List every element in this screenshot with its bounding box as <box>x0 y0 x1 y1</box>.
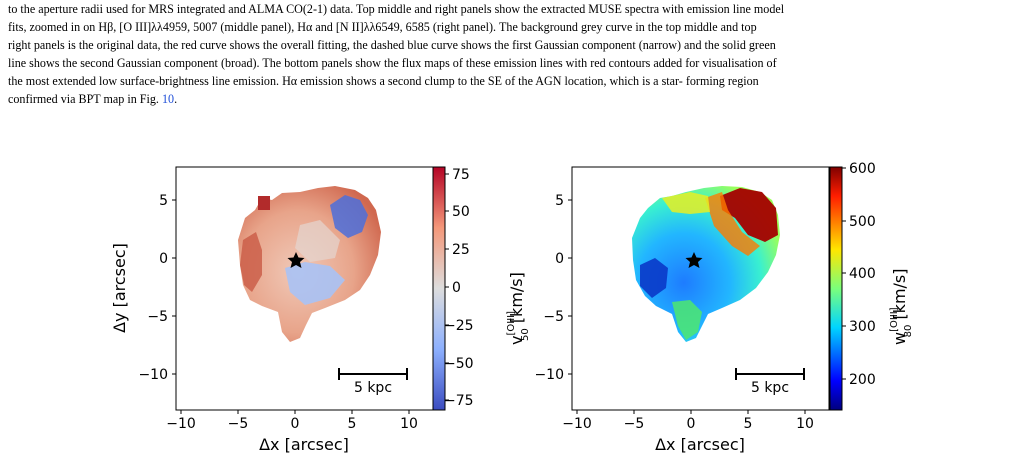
v50-cbar-tick: 75 <box>452 167 470 183</box>
caption-line-1: to the aperture radii used for MRS integ… <box>8 2 785 16</box>
w80-core-low <box>640 258 668 298</box>
v50-cbar-tick: −50 <box>444 356 474 372</box>
w80-scalebar-label: 5 kpc <box>751 380 789 396</box>
v50-blueshift-s <box>285 262 345 305</box>
v50-xtick: 10 <box>400 416 418 432</box>
w80-xlabel: Δx [arcsec] <box>655 435 745 454</box>
v50-xtick: 0 <box>291 416 300 432</box>
v50-cbar-sup: [OIII] <box>506 311 517 336</box>
w80-cbar-main: w <box>890 332 909 345</box>
w80-cbar-tick: 300 <box>849 319 876 335</box>
v50-redshift-blob <box>240 232 262 292</box>
caption-line-4: line shows the second Gaussian component… <box>8 56 777 70</box>
v50-xtick: 5 <box>348 416 357 432</box>
figure-caption: to the aperture radii used for MRS integ… <box>8 0 1020 108</box>
w80-broad-ne-halo <box>705 192 760 256</box>
w80-agn-star-icon <box>685 252 703 268</box>
v50-xlabel: Δx [arcsec] <box>259 435 349 454</box>
w80-xtick: −10 <box>562 416 592 432</box>
w80-cbar-tick: 600 <box>849 161 876 177</box>
w80-ytick: 0 <box>555 251 564 267</box>
v50-ytick: 0 <box>159 251 168 267</box>
w80-xtick: 5 <box>744 416 753 432</box>
w80-cbar-tick: 400 <box>849 266 876 282</box>
v50-scalebar-label: 5 kpc <box>354 380 392 396</box>
v50-white-band <box>295 220 340 262</box>
w80-south-green <box>672 300 702 340</box>
v50-ytick: −5 <box>147 309 168 325</box>
w80-ytick: −5 <box>543 309 564 325</box>
v50-panel: 5 kpc −10 −5 0 5 10 5 0 −5 −10 Δx [arcse… <box>110 166 531 454</box>
w80-panel: 5 kpc −10 −5 0 5 10 5 0 −5 −10 Δx [arcse… <box>534 161 914 454</box>
v50-ytick: 5 <box>159 193 168 209</box>
w80-broad-ne <box>720 188 778 242</box>
caption-line-6: confirmed via BPT map in Fig. 10. <box>8 90 1020 108</box>
v50-cbar-main: v <box>507 336 526 345</box>
v50-xtick: −10 <box>166 416 196 432</box>
v50-ytick: −10 <box>138 367 168 383</box>
figure-ref-link[interactable]: 10 <box>161 92 175 106</box>
w80-colorbar <box>829 166 843 411</box>
w80-cbar-tick: 200 <box>849 372 876 388</box>
v50-cbar-sub: 50 <box>520 328 531 341</box>
v50-cbar-tick: 50 <box>452 204 470 220</box>
v50-cbar-tick: 0 <box>452 280 461 296</box>
v50-blueshift-ne <box>330 195 368 238</box>
w80-cbar-sub: 80 <box>903 325 914 338</box>
w80-scalebar: 5 kpc <box>735 368 805 396</box>
v50-colorbar <box>432 166 446 411</box>
caption-line-3: right panels is the original data, the r… <box>8 38 776 52</box>
caption-line-5: the most extended low surface-brightness… <box>8 74 759 88</box>
v50-cbar-tick: −75 <box>444 393 474 409</box>
v50-edge-pixel <box>258 196 270 210</box>
v50-agn-star-icon <box>287 252 305 268</box>
w80-cbar-sup: [OIII] <box>889 307 900 332</box>
w80-cbar-tick: 500 <box>849 214 876 230</box>
w80-xtick: −5 <box>624 416 645 432</box>
w80-ytick: −10 <box>534 367 564 383</box>
w80-xtick: 10 <box>796 416 814 432</box>
caption-line-6-text: confirmed via BPT map in Fig. <box>8 92 162 106</box>
w80-xtick: 0 <box>687 416 696 432</box>
v50-cbar-tick: 25 <box>452 242 470 258</box>
w80-colorbar-label: w[OIII] 80 [km/s] <box>889 268 914 345</box>
caption-line-2: fits, zoomed in on Hβ, [O III]λλ4959, 50… <box>8 20 757 34</box>
v50-xtick: −5 <box>228 416 249 432</box>
v50-cbar-tick: −25 <box>444 318 474 334</box>
w80-broad-n <box>662 192 710 214</box>
caption-line-6-end: . <box>174 92 178 106</box>
v50-ylabel: Δy [arcsec] <box>110 243 129 333</box>
w80-cbar-unit: [km/s] <box>890 268 909 324</box>
v50-cbar-unit: [km/s] <box>507 272 526 328</box>
v50-colorbar-label: v[OIII] 50 [km/s] <box>506 272 531 345</box>
w80-ytick: 5 <box>555 193 564 209</box>
v50-scalebar: 5 kpc <box>338 368 408 396</box>
